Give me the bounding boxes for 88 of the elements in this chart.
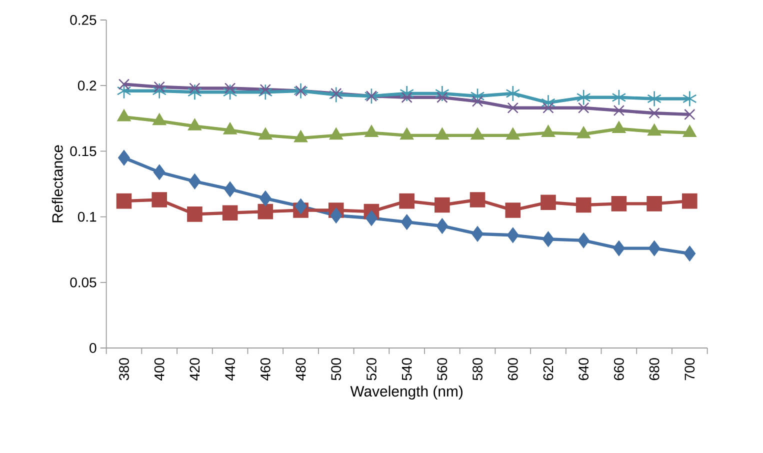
point	[118, 150, 130, 166]
point	[648, 108, 660, 119]
point	[470, 88, 485, 104]
point	[684, 108, 696, 120]
point	[541, 94, 556, 111]
point	[224, 182, 236, 197]
point	[260, 84, 272, 96]
point	[507, 102, 518, 114]
point	[542, 102, 554, 114]
point	[328, 86, 344, 103]
y-tick-label: 0.15	[70, 146, 96, 156]
point	[505, 202, 521, 218]
point	[260, 190, 272, 206]
point	[647, 90, 662, 107]
point	[470, 192, 486, 208]
point	[188, 174, 201, 190]
x-tick-label: 700	[684, 358, 695, 380]
point	[436, 92, 448, 104]
point	[540, 194, 556, 210]
point	[222, 205, 238, 221]
y-tick-label: 0.25	[70, 15, 96, 25]
point	[222, 84, 238, 100]
point	[646, 196, 662, 212]
point	[153, 164, 166, 180]
point	[613, 104, 625, 116]
x-tick-label: 420	[190, 358, 200, 380]
x-tick-label: 520	[366, 358, 376, 380]
point	[258, 84, 273, 100]
point	[366, 210, 378, 226]
point	[472, 226, 484, 242]
point	[542, 231, 554, 247]
x-tick-label: 380	[119, 358, 129, 380]
x-tick-label: 680	[649, 358, 660, 380]
point	[294, 82, 308, 99]
x-tick-label: 560	[437, 358, 448, 380]
x-tick-label: 640	[578, 358, 589, 380]
point	[401, 92, 412, 104]
point	[435, 85, 450, 102]
point	[224, 82, 236, 94]
point	[578, 102, 590, 114]
x-tick-label: 480	[296, 358, 306, 380]
point	[576, 197, 592, 213]
point	[152, 82, 166, 99]
point	[116, 193, 132, 209]
point	[330, 208, 342, 224]
point	[684, 246, 696, 262]
point	[472, 96, 484, 107]
x-axis-title: Wavelength (nm)	[350, 386, 462, 400]
point	[399, 193, 414, 209]
point	[434, 197, 450, 213]
x-tick-label: 400	[154, 358, 164, 380]
point	[258, 204, 274, 220]
point	[506, 85, 520, 102]
point	[436, 218, 448, 234]
point	[611, 196, 627, 212]
point	[682, 90, 697, 107]
y-tick-label: 0.1	[78, 212, 96, 222]
x-tick-label: 600	[508, 358, 518, 380]
point	[295, 85, 306, 96]
y-axis-title: Reflectance	[52, 145, 63, 222]
x-tick-label: 620	[543, 358, 554, 380]
point	[187, 206, 202, 222]
point	[400, 85, 414, 102]
point	[154, 81, 165, 93]
x-tick-label: 500	[331, 358, 342, 380]
point	[152, 192, 168, 208]
point	[506, 228, 519, 243]
y-tick-label: 0.05	[70, 277, 96, 288]
point	[612, 89, 626, 106]
y-tick-label: 0.2	[78, 80, 96, 91]
point	[648, 240, 660, 256]
x-tick-label: 440	[225, 358, 236, 380]
x-tick-label: 460	[260, 358, 270, 380]
point	[118, 78, 130, 90]
y-tick-label: 0	[90, 343, 96, 353]
point	[578, 232, 590, 248]
point	[116, 82, 132, 99]
point	[188, 84, 202, 100]
x-tick-label: 580	[472, 358, 482, 380]
point	[576, 89, 591, 106]
x-tick-label: 540	[402, 358, 412, 380]
point	[400, 214, 413, 230]
point	[613, 240, 625, 256]
point	[682, 193, 698, 209]
point	[294, 198, 307, 214]
point	[189, 82, 200, 94]
x-tick-label: 660	[614, 358, 624, 380]
point	[330, 88, 342, 100]
